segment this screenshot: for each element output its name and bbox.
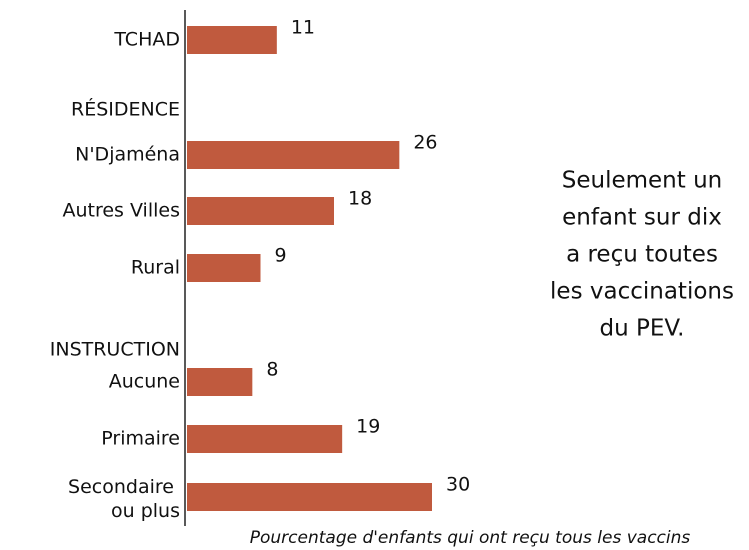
category-label: Rural xyxy=(131,257,180,279)
bar xyxy=(187,197,334,225)
category-label: Secondaire ou plus xyxy=(68,476,180,522)
value-label: 9 xyxy=(275,245,287,267)
bar xyxy=(187,483,432,511)
x-axis-label: Pourcentage d'enfants qui ont reçu tous … xyxy=(250,528,691,548)
value-label: 11 xyxy=(291,17,315,39)
category-label: Aucune xyxy=(109,371,180,393)
annotation: les vaccinations xyxy=(550,279,734,305)
bar xyxy=(187,254,261,282)
category-label: N'Djaména xyxy=(75,144,180,166)
bar xyxy=(187,425,343,453)
bar xyxy=(187,368,253,396)
category-label: INSTRUCTION xyxy=(50,339,180,361)
category-label: Primaire xyxy=(101,428,180,450)
annotation: enfant sur dix xyxy=(562,205,722,231)
value-label: 26 xyxy=(413,132,437,154)
annotation: Seulement un xyxy=(562,168,722,194)
category-label: TCHAD xyxy=(113,29,180,51)
category-label: RÉSIDENCE xyxy=(71,98,180,121)
bar xyxy=(187,141,400,169)
annotation: du PEV. xyxy=(600,316,685,342)
value-label: 8 xyxy=(266,359,278,381)
annotation: a reçu toutes xyxy=(566,242,718,268)
category-label: Autres Villes xyxy=(62,200,180,222)
value-label: 19 xyxy=(356,416,380,438)
bar xyxy=(187,26,277,54)
value-label: 18 xyxy=(348,188,372,210)
value-label: 30 xyxy=(446,474,470,496)
